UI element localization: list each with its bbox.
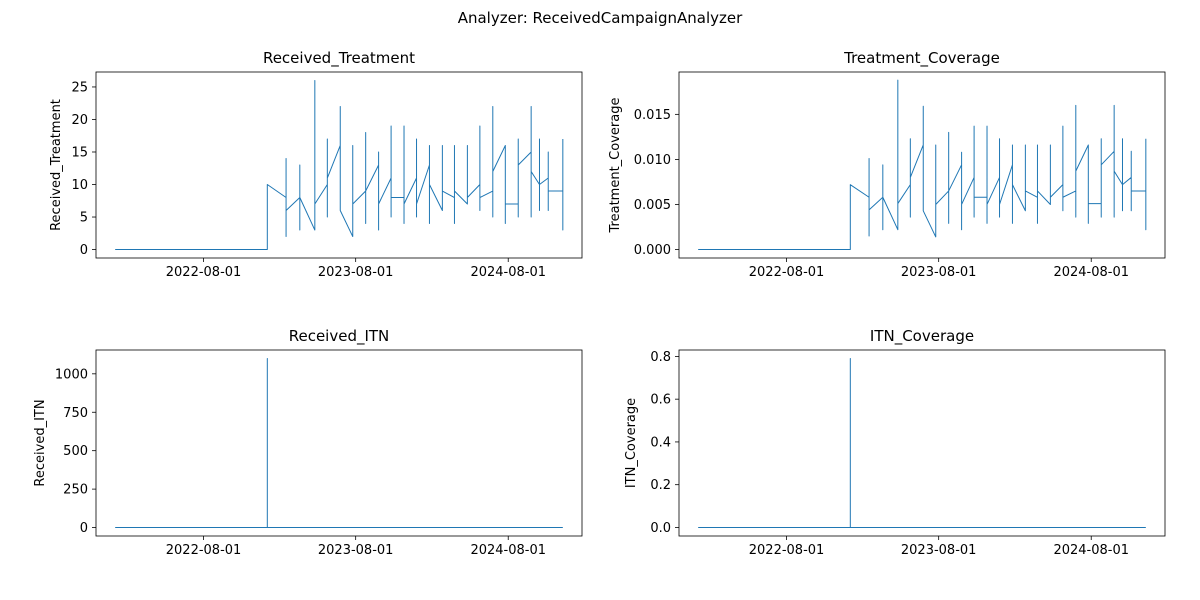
series-line-4-1 bbox=[698, 358, 1146, 528]
y-tick-label-1-2: 5 bbox=[80, 211, 88, 226]
chart-title-3: Received_ITN bbox=[289, 327, 390, 346]
x-tick-label-2-1: 2022-08-01 bbox=[749, 265, 825, 280]
y-tick-label-4-4: 0.6 bbox=[650, 393, 671, 408]
axes-frame-1 bbox=[95, 71, 583, 259]
x-tick-label-3-2: 2023-08-01 bbox=[318, 543, 394, 558]
y-tick-label-2-4: 0.015 bbox=[634, 108, 671, 123]
y-axis-label-2: Treatment_Coverage bbox=[608, 98, 623, 234]
y-axis-label-3: Received_ITN bbox=[33, 399, 48, 486]
y-axis-label-1: Received_Treatment bbox=[49, 99, 64, 231]
y-tick-label-1-1: 0 bbox=[80, 243, 88, 258]
y-axis-label-4: ITN_Coverage bbox=[624, 398, 639, 488]
y-tick-label-3-2: 250 bbox=[63, 483, 88, 498]
x-tick-label-3-1: 2022-08-01 bbox=[166, 543, 242, 558]
y-tick-label-3-3: 500 bbox=[63, 444, 88, 459]
y-tick-label-2-3: 0.010 bbox=[634, 153, 671, 168]
y-tick-label-1-4: 15 bbox=[71, 145, 88, 160]
x-tick-label-2-2: 2023-08-01 bbox=[901, 265, 977, 280]
y-tick-label-3-1: 0 bbox=[80, 521, 88, 536]
x-tick-label-1-1: 2022-08-01 bbox=[166, 265, 242, 280]
x-tick-label-2-3: 2024-08-01 bbox=[1053, 265, 1129, 280]
x-tick-label-3-3: 2024-08-01 bbox=[470, 543, 546, 558]
y-tick-label-3-4: 750 bbox=[63, 406, 88, 421]
y-tick-label-4-3: 0.4 bbox=[650, 435, 671, 450]
y-tick-label-1-5: 20 bbox=[71, 113, 88, 128]
x-tick-label-4-2: 2023-08-01 bbox=[901, 543, 977, 558]
x-tick-label-4-3: 2024-08-01 bbox=[1053, 543, 1129, 558]
x-tick-label-1-2: 2023-08-01 bbox=[318, 265, 394, 280]
series-line-2-1 bbox=[698, 79, 1147, 251]
y-tick-label-4-2: 0.2 bbox=[650, 478, 671, 493]
axes-frame-2 bbox=[678, 71, 1166, 259]
chart-title-1: Received_Treatment bbox=[263, 49, 415, 68]
y-tick-label-3-5: 1000 bbox=[55, 367, 88, 382]
y-tick-label-4-1: 0.0 bbox=[650, 521, 671, 536]
axes-frame-3 bbox=[95, 349, 583, 537]
y-tick-label-1-6: 25 bbox=[71, 80, 88, 95]
y-tick-label-1-3: 10 bbox=[71, 178, 88, 193]
y-tick-label-4-5: 0.8 bbox=[650, 350, 671, 365]
x-tick-label-4-1: 2022-08-01 bbox=[749, 543, 825, 558]
series-line-3-1 bbox=[115, 357, 563, 529]
chart-title-4: ITN_Coverage bbox=[870, 327, 974, 346]
chart-title-2: Treatment_Coverage bbox=[843, 49, 1000, 68]
axes-frame-4 bbox=[678, 349, 1166, 537]
x-tick-label-1-3: 2024-08-01 bbox=[470, 265, 546, 280]
series-line-1-1 bbox=[115, 79, 564, 251]
y-tick-label-2-1: 0.000 bbox=[634, 243, 671, 258]
figure-suptitle: Analyzer: ReceivedCampaignAnalyzer bbox=[457, 9, 743, 27]
y-tick-label-2-2: 0.005 bbox=[634, 198, 671, 213]
